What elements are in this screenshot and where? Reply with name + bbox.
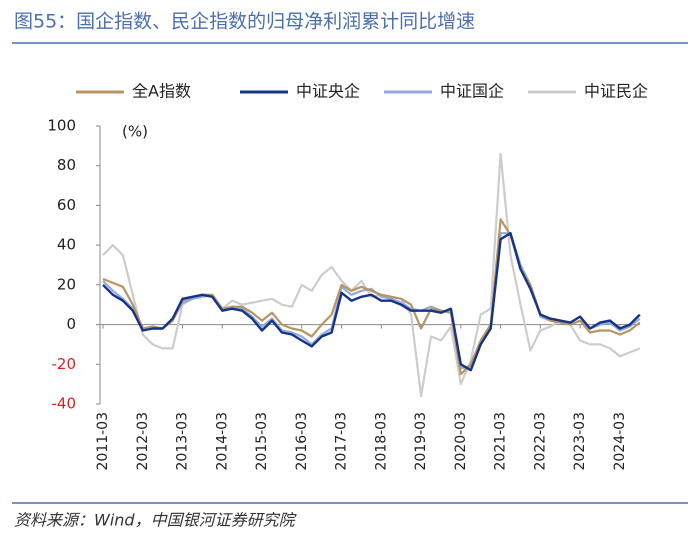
y-tick-label: 0 xyxy=(66,315,76,333)
x-tick-label: 2021-03 xyxy=(493,412,509,471)
y-tick-label: 20 xyxy=(57,275,76,293)
y-tick-label: 80 xyxy=(57,156,76,174)
x-tick-label: 2020-03 xyxy=(453,412,469,471)
unit-label: (%) xyxy=(122,123,148,141)
y-tick-label: -20 xyxy=(52,355,77,373)
legend-label: 中证央企 xyxy=(296,82,360,101)
chart-title: 图55：国企指数、民企指数的归母净利润累计同比增速 xyxy=(14,11,475,33)
x-tick-label: 2023-03 xyxy=(572,412,588,471)
x-tick-label: 2014-03 xyxy=(214,412,230,471)
source: 资料来源：Wind，中国银河证券研究院 xyxy=(14,511,298,530)
x-tick-label: 2015-03 xyxy=(254,412,270,471)
x-tick-label: 2012-03 xyxy=(135,412,151,471)
legend-label: 中证民企 xyxy=(584,82,648,101)
series-line xyxy=(102,232,641,372)
x-tick-label: 2011-03 xyxy=(95,412,111,471)
x-tick-label: 2019-03 xyxy=(413,412,429,471)
y-tick-label: 40 xyxy=(57,236,76,254)
legend-label: 中证国企 xyxy=(440,82,504,101)
x-tick-label: 2022-03 xyxy=(532,412,548,471)
x-tick-label: 2016-03 xyxy=(294,412,310,471)
y-tick-label: 100 xyxy=(47,117,76,135)
y-tick-label: -40 xyxy=(52,395,77,413)
series-line xyxy=(102,152,641,398)
x-tick-label: 2017-03 xyxy=(334,412,350,471)
x-tick-label: 2024-03 xyxy=(612,412,628,471)
legend-label: 全A指数 xyxy=(132,82,191,101)
x-tick-label: 2018-03 xyxy=(373,412,389,471)
y-tick-label: 60 xyxy=(57,196,76,214)
x-tick-label: 2013-03 xyxy=(175,412,191,471)
